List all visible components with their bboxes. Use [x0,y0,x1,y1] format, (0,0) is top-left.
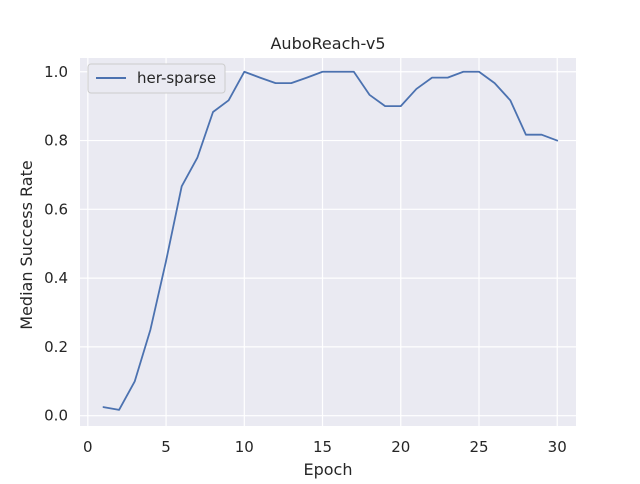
x-tick-label: 5 [161,438,171,456]
x-tick-label: 25 [469,438,488,456]
legend: her-sparse [87,63,226,94]
legend-box [87,63,226,94]
x-tick-label: 0 [83,438,93,456]
x-tick-label: 20 [391,438,410,456]
y-tick-label: 0.6 [44,200,68,218]
y-tick-label: 0.4 [44,269,68,287]
y-tick-label: 1.0 [44,63,68,81]
y-axis-title: Median Success Rate [17,160,36,329]
y-tick-label: 0.2 [44,338,68,356]
y-tick-label: 0.0 [44,407,68,425]
x-tick-labels: 0 5 10 15 20 25 30 [83,438,567,456]
y-tick-labels: 0.0 0.2 0.4 0.6 0.8 1.0 [44,63,68,425]
x-tick-label: 15 [313,438,332,456]
x-tick-label: 30 [548,438,567,456]
chart-title: AuboReach-v5 [270,34,385,53]
series-line-her-sparse [102,70,559,411]
y-tick-label: 0.8 [44,132,68,150]
x-axis-title: Epoch [304,460,353,479]
x-tick-label: 10 [235,438,254,456]
series-layer [102,70,559,411]
plot-area [80,58,576,426]
legend-label: her-sparse [137,69,216,87]
